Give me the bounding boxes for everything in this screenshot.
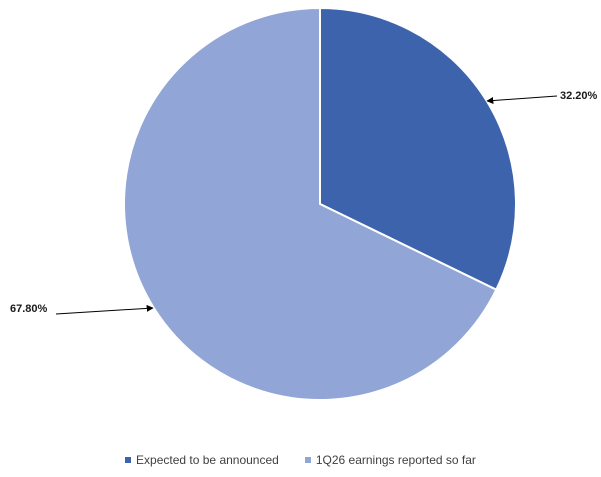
legend-label-expected: Expected to be announced [136,453,279,467]
legend: Expected to be announced 1Q26 earnings r… [0,453,601,467]
leader-arrow-reported [55,304,154,315]
legend-entry-reported: 1Q26 earnings reported so far [304,453,476,467]
legend-label-reported: 1Q26 earnings reported so far [315,453,476,467]
slice-reported [123,6,498,401]
data-label-expected: 32.20% [560,90,598,102]
legend-swatch-reported [304,457,311,463]
data-label-reported: 67.80% [10,303,48,315]
leader-arrow-expected [486,95,558,105]
legend-entry-expected: Expected to be announced [125,453,279,467]
slice-expected [319,6,517,292]
legend-swatch-expected [125,457,132,463]
pie-chart: 32.20% 67.80% [10,6,598,401]
